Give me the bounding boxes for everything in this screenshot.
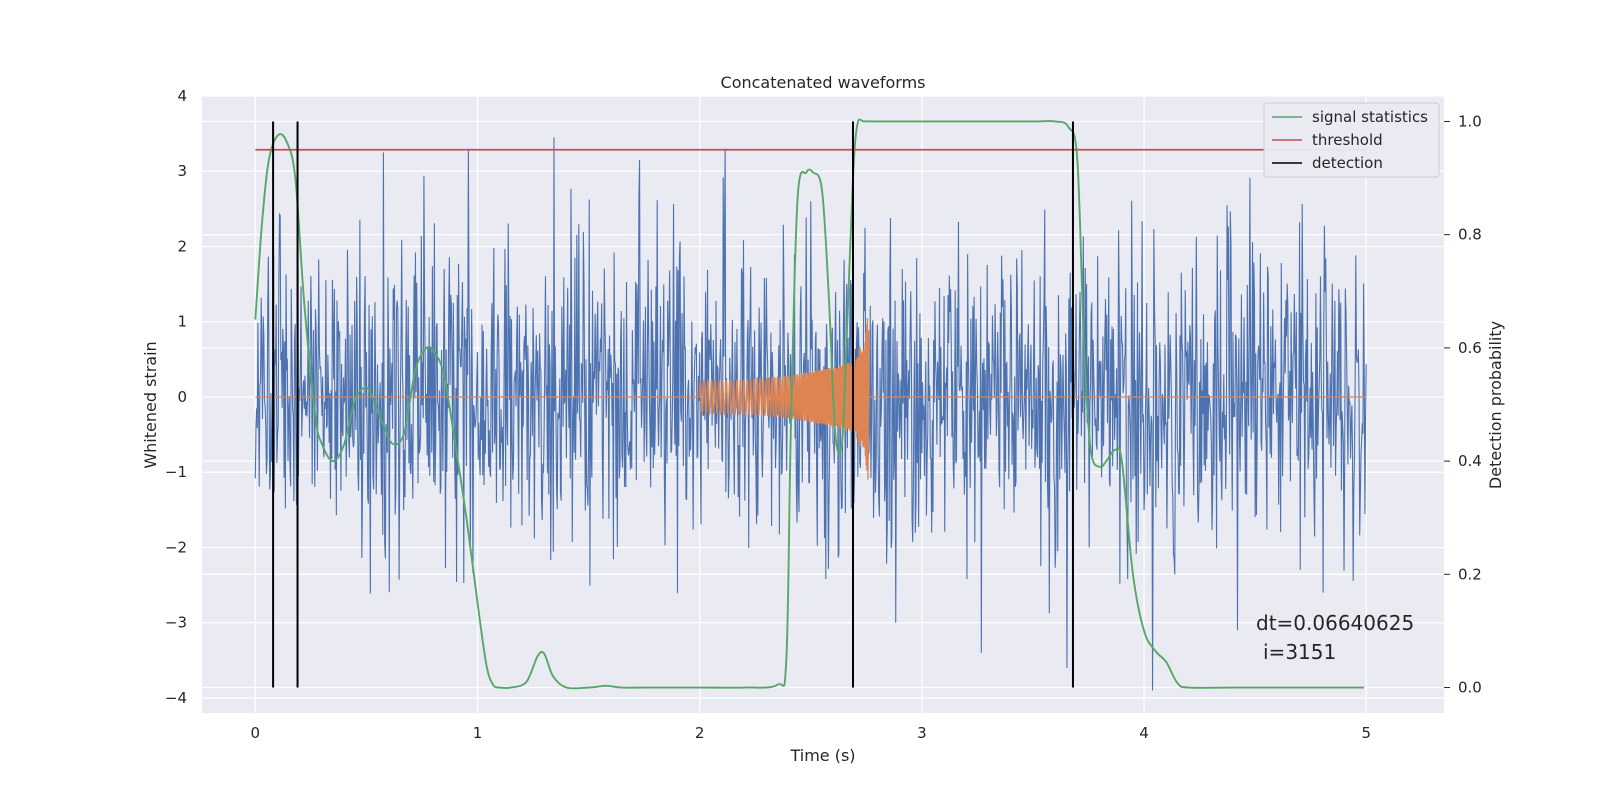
x-tick-label-2: 2	[695, 724, 705, 742]
y2-tick-label-3: 0.4	[1458, 452, 1482, 470]
y-tick-label-6: −2	[165, 538, 187, 556]
x-tick-label-0: 0	[251, 724, 261, 742]
y-tick-label-8: −4	[165, 689, 187, 707]
y2-tick-label-4: 0.2	[1458, 565, 1482, 583]
annotation-dt: dt=0.06640625	[1256, 611, 1414, 635]
strain-noise-line	[254, 122, 1367, 691]
y-tick-label-0: 4	[177, 87, 187, 105]
y2-axis-label: Detection probability	[1486, 321, 1505, 489]
x-tick-label-4: 4	[1139, 724, 1149, 742]
y2-tick-label-1: 0.8	[1458, 226, 1482, 244]
x-tick-label-5: 5	[1361, 724, 1371, 742]
data-layer	[254, 118, 1367, 691]
injection-chirp-line	[255, 317, 1367, 480]
y-tick-label-1: 3	[177, 162, 187, 180]
annotation: dt=0.06640625 i=3151	[1256, 611, 1414, 664]
y-tick-label-5: −1	[165, 463, 187, 481]
y-tick-label-4: 0	[177, 388, 187, 406]
legend-label-signal-statistics: signal statistics	[1312, 108, 1428, 126]
y-tick-label-3: 1	[177, 313, 187, 331]
legend-box	[1263, 102, 1440, 178]
x-tick-label-1: 1	[473, 724, 483, 742]
legend-label-detection: detection	[1312, 154, 1383, 172]
legend: signal statistics threshold detection	[1263, 102, 1440, 178]
y-tick-label-2: 2	[177, 237, 187, 255]
axes: 0 1 2 3 4 5 4 3 2 1 0 −1 −2 −3 −4 1.0 0.8 0.6 0.4 0.2 0.0	[165, 87, 1482, 742]
y-axis-label: Whitened strain	[141, 341, 160, 468]
y-tick-label-7: −3	[165, 614, 187, 632]
signal-statistics-line	[254, 118, 1365, 690]
annotation-i: i=3151	[1263, 640, 1336, 664]
x-axis-label: Time (s)	[789, 746, 855, 765]
x-tick-label-3: 3	[917, 724, 927, 742]
y2-tick-label-0: 1.0	[1458, 112, 1482, 130]
y2-tick-label-2: 0.6	[1458, 339, 1482, 357]
y2-tick-label-5: 0.0	[1458, 679, 1482, 697]
legend-label-threshold: threshold	[1312, 131, 1383, 149]
chart-title: Concatenated waveforms	[721, 73, 926, 92]
